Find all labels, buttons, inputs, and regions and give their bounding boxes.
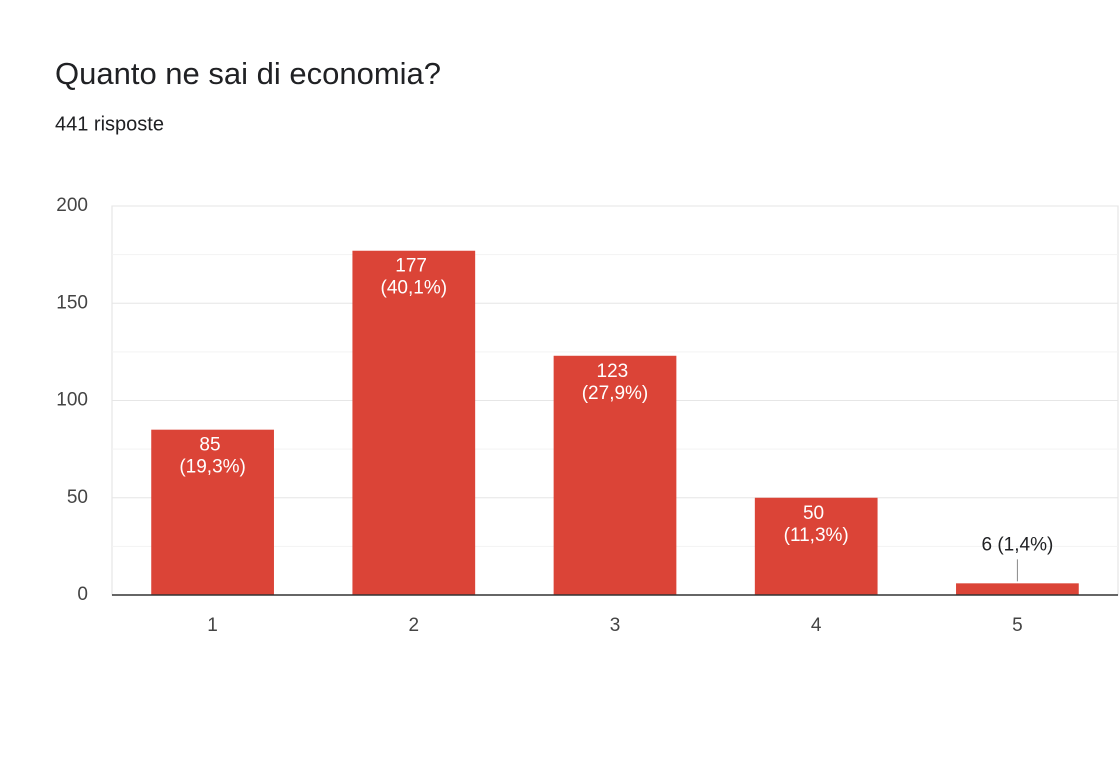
data-label-line: (11,3%) bbox=[784, 525, 849, 546]
chart-subtitle: 441 risposte bbox=[55, 113, 164, 135]
bar bbox=[754, 497, 878, 595]
data-label-line: (40,1%) bbox=[381, 278, 448, 299]
bar bbox=[956, 583, 1079, 595]
data-label-line: 50 bbox=[803, 503, 829, 524]
y-tick-label: 150 bbox=[56, 292, 88, 313]
data-label-line: (19,3%) bbox=[179, 457, 246, 478]
x-tick-label: 3 bbox=[610, 615, 621, 636]
x-tick-label: 4 bbox=[811, 615, 822, 636]
bar bbox=[352, 250, 476, 596]
x-tick-label: 1 bbox=[207, 615, 218, 636]
x-tick-label: 5 bbox=[1012, 615, 1023, 636]
data-label: 123 (27,9%) bbox=[582, 361, 649, 404]
data-label: 6 (1,4%) bbox=[981, 534, 1053, 555]
data-label-line: 123 bbox=[597, 361, 634, 382]
data-label: 50 (11,3%) bbox=[784, 503, 849, 546]
bar bbox=[151, 429, 274, 595]
y-tick-label: 0 bbox=[77, 584, 88, 605]
chart-title: Quanto ne sai di economia? bbox=[55, 56, 441, 91]
y-tick-label: 50 bbox=[67, 487, 88, 508]
data-label: 85 (19,3%) bbox=[179, 435, 246, 478]
x-tick-label: 2 bbox=[409, 615, 420, 636]
y-tick-label: 100 bbox=[56, 390, 88, 411]
bar bbox=[553, 355, 677, 595]
data-label-line: 177 bbox=[395, 256, 432, 277]
y-tick-label: 200 bbox=[56, 195, 88, 216]
data-label-line: 85 bbox=[199, 435, 225, 456]
data-label: 177 (40,1%) bbox=[381, 256, 448, 299]
data-label-line: (27,9%) bbox=[582, 383, 649, 404]
